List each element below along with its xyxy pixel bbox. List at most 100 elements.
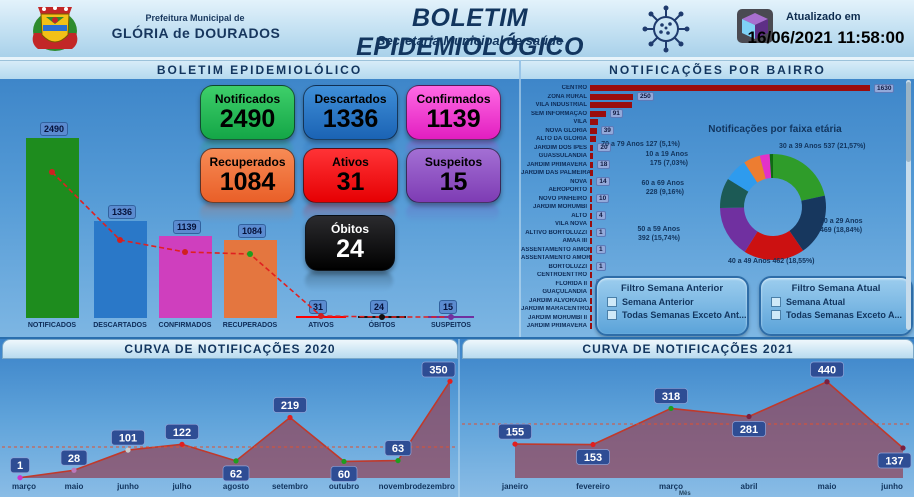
- month-label-fevereiro: fevereiro: [576, 482, 610, 491]
- data-point[interactable]: [447, 378, 453, 384]
- bairro-bar[interactable]: [590, 102, 633, 109]
- data-point[interactable]: [512, 441, 518, 447]
- data-point[interactable]: [341, 458, 347, 465]
- checkbox-label[interactable]: Todas Semanas Exceto Ant...: [622, 310, 747, 320]
- data-point[interactable]: [395, 457, 401, 464]
- bairro-bar[interactable]: [590, 221, 592, 228]
- bairro-bar[interactable]: [590, 144, 594, 151]
- point-label: 28: [68, 453, 80, 465]
- data-point[interactable]: [590, 441, 596, 448]
- kpi-card-recuperados: Recuperados 1084: [200, 148, 295, 203]
- bairro-bar[interactable]: [590, 153, 594, 160]
- donut-slice-50 a 59 Anos[interactable]: [720, 207, 758, 252]
- checkbox-label[interactable]: Todas Semanas Exceto A...: [786, 310, 903, 320]
- point-label-box: [60, 449, 88, 466]
- bairro-label: CENTROENTTRO: [537, 272, 587, 279]
- kpi-card-descartados: Descartados 1336: [303, 85, 398, 140]
- data-point[interactable]: [233, 458, 239, 464]
- bairro-bar[interactable]: [590, 272, 592, 279]
- data-point[interactable]: [668, 405, 674, 412]
- bar-category-label: NOTIFICADOS: [27, 322, 77, 329]
- checkbox-todas-exceto-anterior[interactable]: [607, 310, 617, 320]
- donut-slice-30 a 39 Anos[interactable]: [773, 154, 825, 201]
- bairro-bar[interactable]: [590, 127, 597, 134]
- donut-slice-20 a 29 Anos[interactable]: [789, 195, 826, 251]
- bairro-bar[interactable]: [590, 255, 592, 262]
- data-point[interactable]: [824, 379, 830, 385]
- point-label-box: [330, 466, 358, 482]
- bairro-bar[interactable]: [590, 246, 592, 253]
- checkbox-label[interactable]: Semana Atual: [786, 297, 846, 307]
- scrollbar-track[interactable]: [906, 80, 911, 330]
- bairro-row: AEROPORTO: [521, 186, 905, 195]
- checkbox-todas-exceto-atual[interactable]: [771, 310, 781, 320]
- bairro-bar[interactable]: [590, 306, 592, 313]
- bairro-bar[interactable]: [590, 161, 594, 168]
- bairro-row: VILA NOVA: [521, 220, 905, 229]
- bairro-label: ALTO DA GLORIA: [536, 136, 587, 143]
- bairro-bar[interactable]: [590, 289, 592, 296]
- donut-slice-other[interactable]: [769, 154, 773, 179]
- bairro-bar[interactable]: [590, 238, 592, 245]
- data-point[interactable]: [746, 413, 752, 420]
- bairro-bar[interactable]: [590, 263, 592, 270]
- kpi-card-obitos: Óbitos 24: [305, 215, 395, 271]
- bar-category-label: ATIVOS: [308, 322, 334, 329]
- point-label-box: [732, 421, 766, 437]
- donut-slice-70 a 79 Anos[interactable]: [744, 155, 766, 183]
- checkbox-semana-anterior[interactable]: [607, 297, 617, 307]
- virus-icon: [642, 5, 690, 53]
- bairro-bar[interactable]: [590, 170, 593, 177]
- point-label: 101: [119, 433, 137, 445]
- bairro-row: VILA: [521, 118, 905, 127]
- data-point[interactable]: [900, 445, 906, 451]
- checkbox-semana-atual[interactable]: [771, 297, 781, 307]
- bairro-bar[interactable]: [590, 323, 592, 330]
- scrollbar-thumb[interactable]: [906, 82, 911, 162]
- filter-box-semana-atual[interactable]: Filtro Semana Atual Semana Atual Todas S…: [759, 276, 913, 336]
- data-point[interactable]: [287, 414, 293, 421]
- bairro-bar[interactable]: [590, 204, 592, 211]
- donut-slice-40 a 49 Anos[interactable]: [744, 230, 804, 260]
- bairro-label: VILA INDUSTRIAL: [535, 102, 587, 109]
- donut-slice-60 a 69 Anos[interactable]: [720, 179, 749, 209]
- bairro-bar[interactable]: [590, 280, 592, 287]
- bottom-divider: [458, 339, 460, 497]
- bairro-bar[interactable]: [590, 195, 592, 202]
- kpi-value: 24: [336, 235, 364, 263]
- bairro-bar[interactable]: [590, 314, 592, 321]
- bairro-label: ALTIVO BORTOLUZZI: [525, 229, 587, 236]
- filter-title: Filtro Semana Atual: [791, 283, 881, 294]
- bairro-row: NOVA GLORIA 39: [521, 126, 905, 136]
- point-label-box: [222, 465, 250, 482]
- month-label-junho: junho: [117, 482, 139, 491]
- bairro-bar[interactable]: [590, 178, 593, 185]
- bairro-label: ASSENTAMENTO AIMORE: [521, 246, 590, 253]
- bairro-bar[interactable]: [590, 187, 592, 194]
- checkbox-label[interactable]: Semana Anterior: [622, 297, 694, 307]
- bairro-bar[interactable]: [590, 93, 633, 100]
- bairro-bar[interactable]: [590, 297, 592, 304]
- filter-box-semana-anterior[interactable]: Filtro Semana Anterior Semana Anterior T…: [595, 276, 749, 336]
- bar-category-label: ÓBITOS: [368, 322, 396, 329]
- data-point[interactable]: [179, 441, 185, 447]
- bairro-row: NOVA 14: [521, 177, 905, 187]
- bairro-value-label: 1: [596, 262, 606, 272]
- bairro-bar[interactable]: [590, 229, 592, 236]
- data-point[interactable]: [125, 447, 131, 453]
- bairro-bar[interactable]: [590, 136, 596, 143]
- donut-slice-10 a 19 Anos[interactable]: [727, 162, 758, 192]
- bairro-bar[interactable]: [590, 110, 606, 117]
- kpi-label: Recuperados: [209, 155, 286, 169]
- data-point[interactable]: [71, 467, 77, 473]
- bairro-bar[interactable]: [590, 85, 870, 92]
- month-label-janeiro: janeiro: [501, 482, 529, 491]
- bar-value-label: 2490: [40, 122, 69, 136]
- donut-slice-other[interactable]: [759, 154, 772, 179]
- data-point[interactable]: [17, 475, 23, 481]
- bairro-bar[interactable]: [590, 212, 592, 219]
- bairro-bar[interactable]: [590, 119, 598, 126]
- bairro-row: ASSENTAMENTO AMORE: [521, 254, 905, 263]
- bairro-row: ZONA RURAL 250: [521, 92, 905, 102]
